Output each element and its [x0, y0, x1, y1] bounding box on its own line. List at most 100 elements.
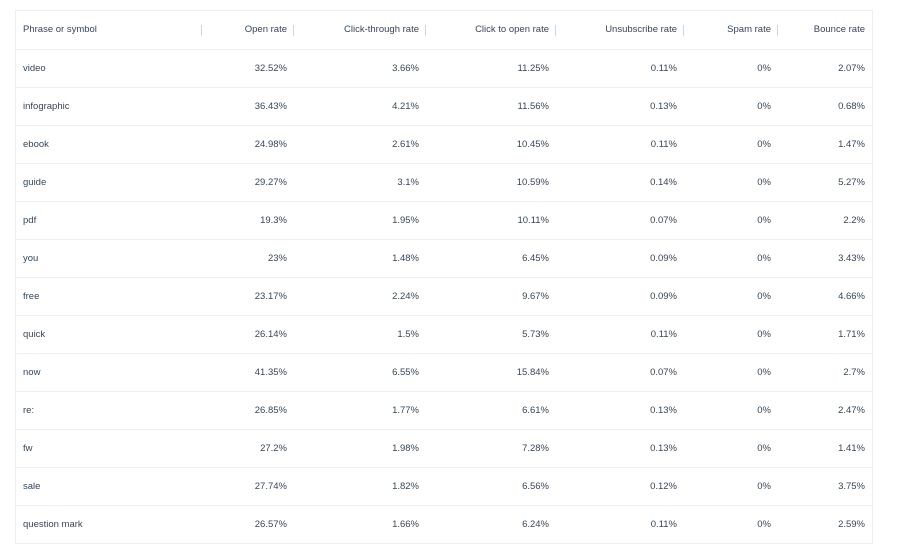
cell-spam-rate: 0%	[684, 87, 778, 126]
cell-phrase: pdf	[16, 201, 202, 240]
cell-bounce-rate: 3.43%	[778, 239, 872, 278]
cell-unsubscribe-rate: 0.12%	[556, 467, 684, 506]
table-row: guide 29.27% 3.1% 10.59% 0.14% 0% 5.27%	[16, 163, 872, 202]
cell-spam-rate: 0%	[684, 467, 778, 506]
cell-spam-rate: 0%	[684, 49, 778, 88]
cell-spam-rate: 0%	[684, 353, 778, 392]
cell-spam-rate: 0%	[684, 125, 778, 164]
cell-open-rate: 27.74%	[202, 467, 294, 506]
cell-open-rate: 19.3%	[202, 201, 294, 240]
table-row: fw 27.2% 1.98% 7.28% 0.13% 0% 1.41%	[16, 429, 872, 468]
cell-click-through-rate: 3.66%	[294, 49, 426, 88]
email-phrase-stats-table: Phrase or symbol Open rate Click-through…	[15, 10, 873, 544]
cell-click-through-rate: 1.66%	[294, 505, 426, 544]
cell-unsubscribe-rate: 0.09%	[556, 239, 684, 278]
table-row: now 41.35% 6.55% 15.84% 0.07% 0% 2.7%	[16, 353, 872, 392]
column-header-click-to-open-rate[interactable]: Click to open rate	[426, 11, 556, 50]
column-header-label: Open rate	[244, 24, 287, 36]
column-divider[interactable]	[555, 25, 556, 36]
cell-phrase: question mark	[16, 505, 202, 544]
cell-spam-rate: 0%	[684, 315, 778, 354]
cell-bounce-rate: 2.07%	[778, 49, 872, 88]
cell-bounce-rate: 2.7%	[778, 353, 872, 392]
cell-open-rate: 27.2%	[202, 429, 294, 468]
cell-bounce-rate: 1.71%	[778, 315, 872, 354]
cell-phrase: free	[16, 277, 202, 316]
cell-phrase: you	[16, 239, 202, 278]
cell-spam-rate: 0%	[684, 391, 778, 430]
column-header-bounce-rate[interactable]: Bounce rate	[778, 11, 872, 50]
cell-spam-rate: 0%	[684, 163, 778, 202]
cell-click-to-open-rate: 6.24%	[426, 505, 556, 544]
table-row: free 23.17% 2.24% 9.67% 0.09% 0% 4.66%	[16, 277, 872, 316]
cell-click-to-open-rate: 10.59%	[426, 163, 556, 202]
cell-click-to-open-rate: 7.28%	[426, 429, 556, 468]
cell-phrase: ebook	[16, 125, 202, 164]
cell-unsubscribe-rate: 0.13%	[556, 87, 684, 126]
column-header-label: Bounce rate	[813, 24, 865, 36]
cell-open-rate: 23%	[202, 239, 294, 278]
cell-open-rate: 26.85%	[202, 391, 294, 430]
column-header-spam-rate[interactable]: Spam rate	[684, 11, 778, 50]
column-header-label: Click to open rate	[475, 24, 549, 36]
cell-click-through-rate: 4.21%	[294, 87, 426, 126]
cell-bounce-rate: 2.47%	[778, 391, 872, 430]
cell-bounce-rate: 2.59%	[778, 505, 872, 544]
table-row: question mark 26.57% 1.66% 6.24% 0.11% 0…	[16, 505, 872, 544]
cell-spam-rate: 0%	[684, 429, 778, 468]
column-header-unsubscribe-rate[interactable]: Unsubscribe rate	[556, 11, 684, 50]
cell-unsubscribe-rate: 0.13%	[556, 429, 684, 468]
cell-click-through-rate: 1.5%	[294, 315, 426, 354]
cell-click-to-open-rate: 9.67%	[426, 277, 556, 316]
header-row: Phrase or symbol Open rate Click-through…	[16, 11, 872, 50]
cell-open-rate: 24.98%	[202, 125, 294, 164]
cell-click-to-open-rate: 11.25%	[426, 49, 556, 88]
column-divider[interactable]	[293, 25, 294, 36]
cell-phrase: video	[16, 49, 202, 88]
cell-phrase: now	[16, 353, 202, 392]
cell-bounce-rate: 1.41%	[778, 429, 872, 468]
column-header-label: Spam rate	[727, 24, 771, 36]
table-row: pdf 19.3% 1.95% 10.11% 0.07% 0% 2.2%	[16, 201, 872, 240]
cell-open-rate: 26.57%	[202, 505, 294, 544]
table-row: quick 26.14% 1.5% 5.73% 0.11% 0% 1.71%	[16, 315, 872, 354]
table-body: video 32.52% 3.66% 11.25% 0.11% 0% 2.07%…	[16, 49, 872, 544]
column-divider[interactable]	[425, 25, 426, 36]
cell-unsubscribe-rate: 0.13%	[556, 391, 684, 430]
column-header-click-through-rate[interactable]: Click-through rate	[294, 11, 426, 50]
cell-click-through-rate: 2.24%	[294, 277, 426, 316]
cell-click-to-open-rate: 6.56%	[426, 467, 556, 506]
cell-unsubscribe-rate: 0.11%	[556, 49, 684, 88]
cell-open-rate: 36.43%	[202, 87, 294, 126]
cell-phrase: fw	[16, 429, 202, 468]
column-header-phrase[interactable]: Phrase or symbol	[16, 11, 202, 50]
column-header-open-rate[interactable]: Open rate	[202, 11, 294, 50]
cell-unsubscribe-rate: 0.11%	[556, 125, 684, 164]
cell-click-to-open-rate: 11.56%	[426, 87, 556, 126]
cell-click-through-rate: 1.98%	[294, 429, 426, 468]
cell-click-through-rate: 2.61%	[294, 125, 426, 164]
cell-bounce-rate: 2.2%	[778, 201, 872, 240]
column-divider[interactable]	[683, 25, 684, 36]
cell-phrase: infographic	[16, 87, 202, 126]
cell-click-to-open-rate: 10.11%	[426, 201, 556, 240]
table-header: Phrase or symbol Open rate Click-through…	[16, 11, 872, 50]
cell-click-to-open-rate: 15.84%	[426, 353, 556, 392]
table-row: infographic 36.43% 4.21% 11.56% 0.13% 0%…	[16, 87, 872, 126]
cell-bounce-rate: 1.47%	[778, 125, 872, 164]
column-divider[interactable]	[201, 25, 202, 36]
column-header-label: Phrase or symbol	[23, 24, 97, 36]
cell-spam-rate: 0%	[684, 277, 778, 316]
cell-unsubscribe-rate: 0.11%	[556, 505, 684, 544]
cell-click-through-rate: 3.1%	[294, 163, 426, 202]
cell-bounce-rate: 5.27%	[778, 163, 872, 202]
cell-open-rate: 23.17%	[202, 277, 294, 316]
cell-phrase: sale	[16, 467, 202, 506]
cell-bounce-rate: 4.66%	[778, 277, 872, 316]
column-header-label: Unsubscribe rate	[605, 24, 677, 36]
column-divider[interactable]	[777, 25, 778, 36]
cell-click-to-open-rate: 6.61%	[426, 391, 556, 430]
cell-phrase: re:	[16, 391, 202, 430]
cell-unsubscribe-rate: 0.07%	[556, 201, 684, 240]
cell-bounce-rate: 0.68%	[778, 87, 872, 126]
